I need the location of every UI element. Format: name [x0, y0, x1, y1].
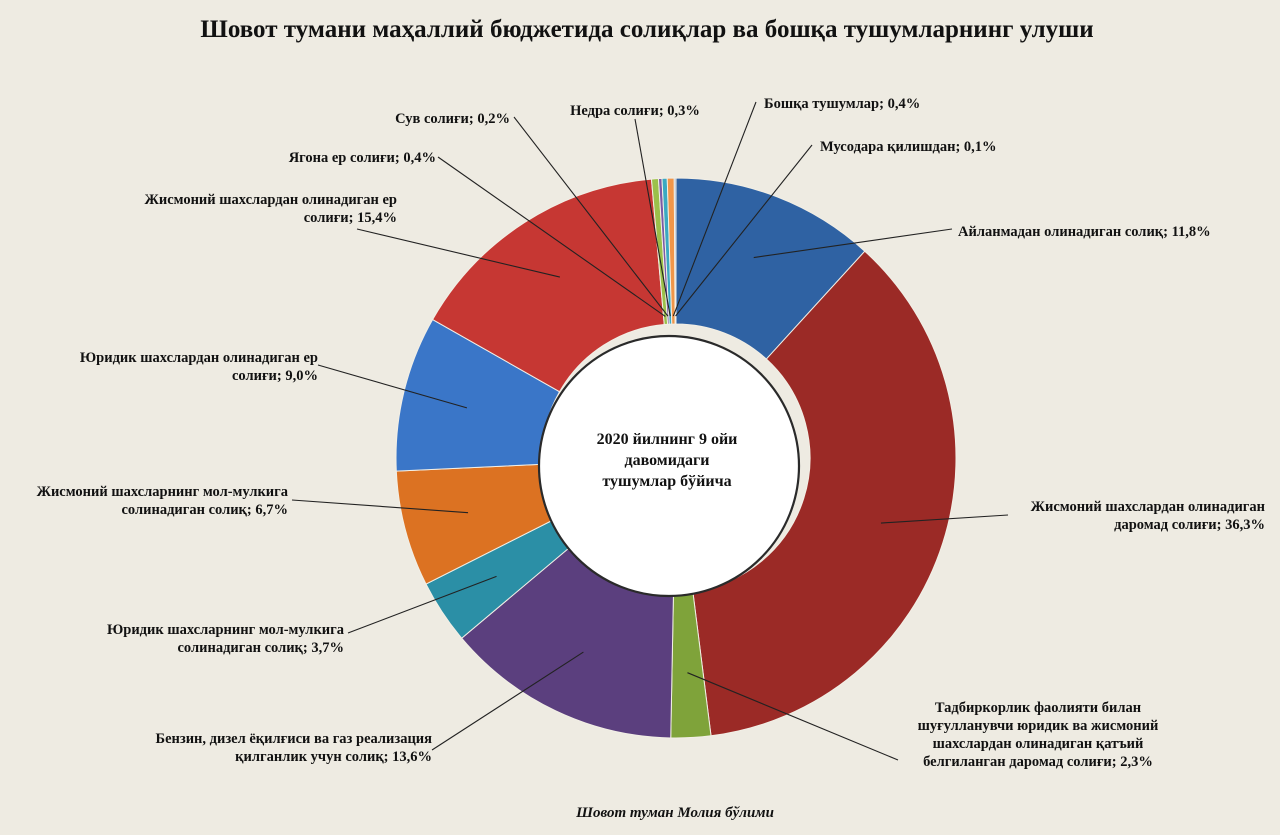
- leader-line-6: [317, 364, 468, 409]
- leader-line-7: [356, 228, 560, 278]
- slice-label-11: Бошқа тушумлар; 0,4%: [764, 96, 920, 112]
- donut-center-hole: [537, 334, 801, 598]
- leader-line-0: [753, 228, 953, 259]
- center-text-line-1: 2020 йилнинг 9 ойи: [597, 431, 738, 448]
- leader-line-5: [291, 499, 469, 514]
- slice-label-10: Недра солиғи; 0,3%: [570, 103, 700, 119]
- slice-label-6: Юридик шахслардан олинадиган ер солиғи; 9…: [80, 350, 318, 384]
- slice-label-12-line-0: Мусодара қилишдан; 0,1%: [820, 139, 997, 155]
- footer-source: Шовот туман Молия бўлими: [575, 805, 774, 821]
- leader-line-4: [347, 575, 497, 634]
- slice-label-8: Ягона ер солиғи; 0,4%: [289, 150, 436, 166]
- leader-line-8: [437, 156, 666, 317]
- slice-label-0: Айланмадан олинадиган солиқ; 11,8%: [958, 224, 1211, 240]
- slice-label-2-line-2: шахслардан олинадиган қатъий: [933, 736, 1144, 752]
- slice-label-2-line-1: шуғулланувчи юридик ва жисмоний: [918, 718, 1159, 734]
- slice-label-9-line-0: Сув солиғи; 0,2%: [395, 111, 510, 127]
- slice-label-5-line-1: солинадиган солиқ; 6,7%: [121, 502, 288, 518]
- leader-line-3: [431, 651, 584, 751]
- leader-line-1: [880, 514, 1009, 524]
- donut-slices: [395, 177, 957, 739]
- slice-labels: Айланмадан олинадиган солиқ; 11,8% Жисмон…: [37, 96, 1265, 770]
- slice-label-7-line-1: солиғи; 15,4%: [304, 210, 397, 226]
- slice-label-3-line-0: Бензин, дизел ёқилғиси ва газ реализация: [156, 731, 433, 747]
- chart-title: Шовот тумани маҳаллий бюджетида солиқлар…: [200, 16, 1093, 43]
- slice-label-2-line-3: белгиланган даромад солиғи; 2,3%: [923, 754, 1153, 770]
- leader-line-11: [672, 101, 757, 317]
- slice-label-2: Тадбиркорлик фаолияти билан шуғулланувчи …: [918, 700, 1159, 770]
- slice-label-5: Жисмоний шахсларнинг мол-мулкига солинади…: [37, 484, 289, 518]
- slice-label-10-line-0: Недра солиғи; 0,3%: [570, 103, 700, 119]
- leader-line-9: [513, 116, 669, 317]
- leader-lines: [291, 101, 1009, 761]
- leader-line-12: [675, 144, 813, 317]
- slice-label-1-line-0: Жисмоний шахслардан олинадиган: [1031, 499, 1265, 515]
- slice-label-6-line-1: солиғи; 9,0%: [232, 368, 318, 384]
- leader-line-2: [687, 672, 899, 761]
- center-text-line-2: давомидаги: [624, 452, 709, 469]
- slice-label-4-line-0: Юридик шахсларнинг мол-мулкига: [107, 622, 345, 638]
- slice-1: [692, 250, 957, 737]
- leader-line-10: [634, 118, 671, 317]
- center-text-line-3: тушумлар бўйича: [602, 473, 731, 490]
- slice-label-3: Бензин, дизел ёқилғиси ва газ реализация…: [156, 731, 433, 765]
- slice-label-1: Жисмоний шахслардан олинадиган даромад со…: [1031, 499, 1265, 533]
- slice-label-4: Юридик шахсларнинг мол-мулкига солинадига…: [107, 622, 345, 656]
- slice-label-7-line-0: Жисмоний шахслардан олинадиган ер: [145, 192, 398, 208]
- slice-label-11-line-0: Бошқа тушумлар; 0,4%: [764, 96, 920, 112]
- slice-label-8-line-0: Ягона ер солиғи; 0,4%: [289, 150, 436, 166]
- slice-label-4-line-1: солинадиган солиқ; 3,7%: [177, 640, 344, 656]
- slice-7: [431, 178, 665, 393]
- slice-label-7: Жисмоний шахслардан олинадиган ер солиғи;…: [145, 192, 398, 226]
- slice-label-1-line-1: даромад солиғи; 36,3%: [1114, 517, 1265, 533]
- slice-label-9: Сув солиғи; 0,2%: [395, 111, 510, 127]
- slice-label-6-line-0: Юридик шахслардан олинадиган ер: [80, 350, 318, 366]
- slice-label-3-line-1: қилганлик учун солиқ; 13,6%: [235, 749, 432, 765]
- slice-label-12: Мусодара қилишдан; 0,1%: [820, 139, 997, 155]
- slice-label-5-line-0: Жисмоний шахсларнинг мол-мулкига: [37, 484, 289, 500]
- slice-label-0-line-0: Айланмадан олинадиган солиқ; 11,8%: [958, 224, 1211, 240]
- slice-label-2-line-0: Тадбиркорлик фаолияти билан: [935, 700, 1141, 716]
- slice-12: [673, 177, 677, 325]
